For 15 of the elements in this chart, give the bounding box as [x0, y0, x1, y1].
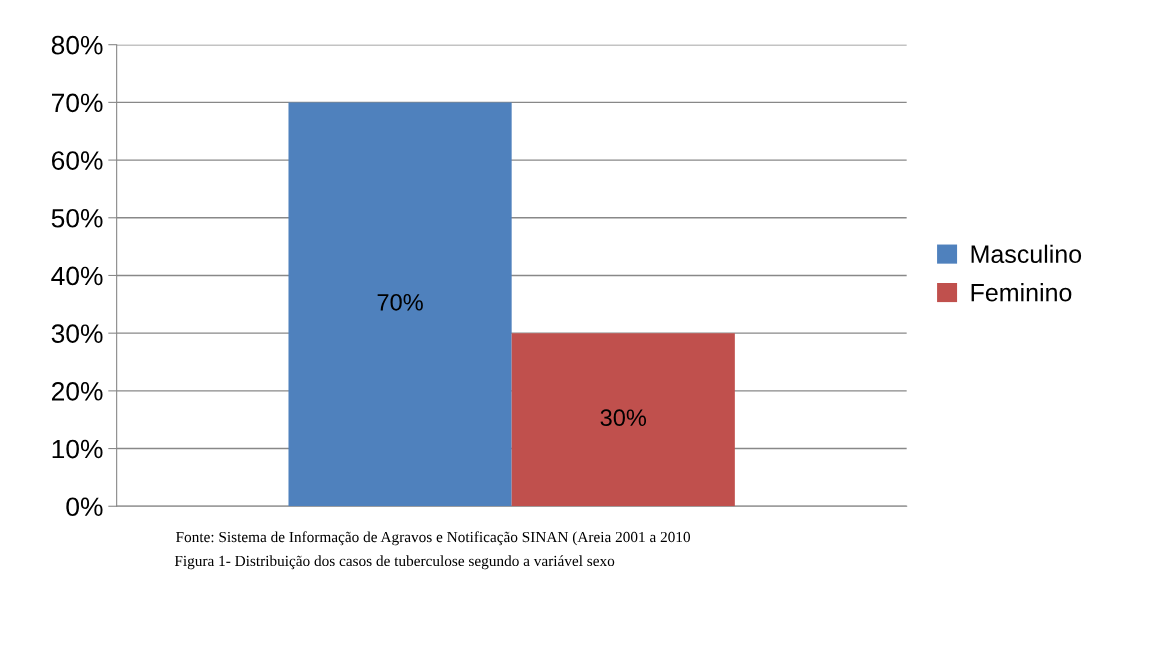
y-tick-label: 0%	[66, 497, 103, 517]
legend-label: Masculino	[971, 244, 1082, 264]
y-tick-label: 50%	[51, 208, 103, 228]
y-tick-label: 30%	[51, 324, 103, 343]
legend-label: Feminino	[971, 283, 1072, 302]
source-note: Fonte: Sistema de Informação de Agravos e Notificação SINAN (Areia 2001 a 2010	[176, 531, 691, 546]
y-tick-label: 70%	[52, 93, 103, 113]
y-tick-label: 40%	[51, 266, 103, 286]
y-tick-label: 60%	[51, 151, 103, 170]
data-label: 70%	[377, 293, 423, 311]
text: Figura 1- Distribuição dos casos de tuberculose segundo a variável sexo	[174, 555, 615, 570]
y-tick-label: 80%	[51, 35, 103, 55]
data-label: 30%	[600, 409, 647, 427]
y-tick-label: 20%	[51, 382, 103, 401]
y-tick-label: 10%	[52, 439, 103, 459]
